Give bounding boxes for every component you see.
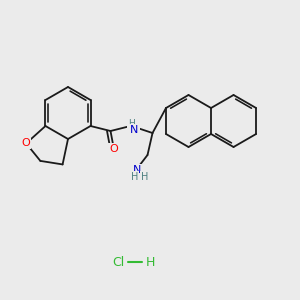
Text: N: N	[130, 125, 139, 135]
Text: Cl: Cl	[112, 256, 124, 268]
Text: O: O	[109, 144, 118, 154]
Text: H: H	[141, 172, 148, 182]
Text: H: H	[128, 119, 135, 128]
Text: O: O	[22, 138, 31, 148]
Text: H: H	[131, 172, 138, 182]
Text: H: H	[145, 256, 155, 268]
Text: N: N	[133, 165, 142, 175]
